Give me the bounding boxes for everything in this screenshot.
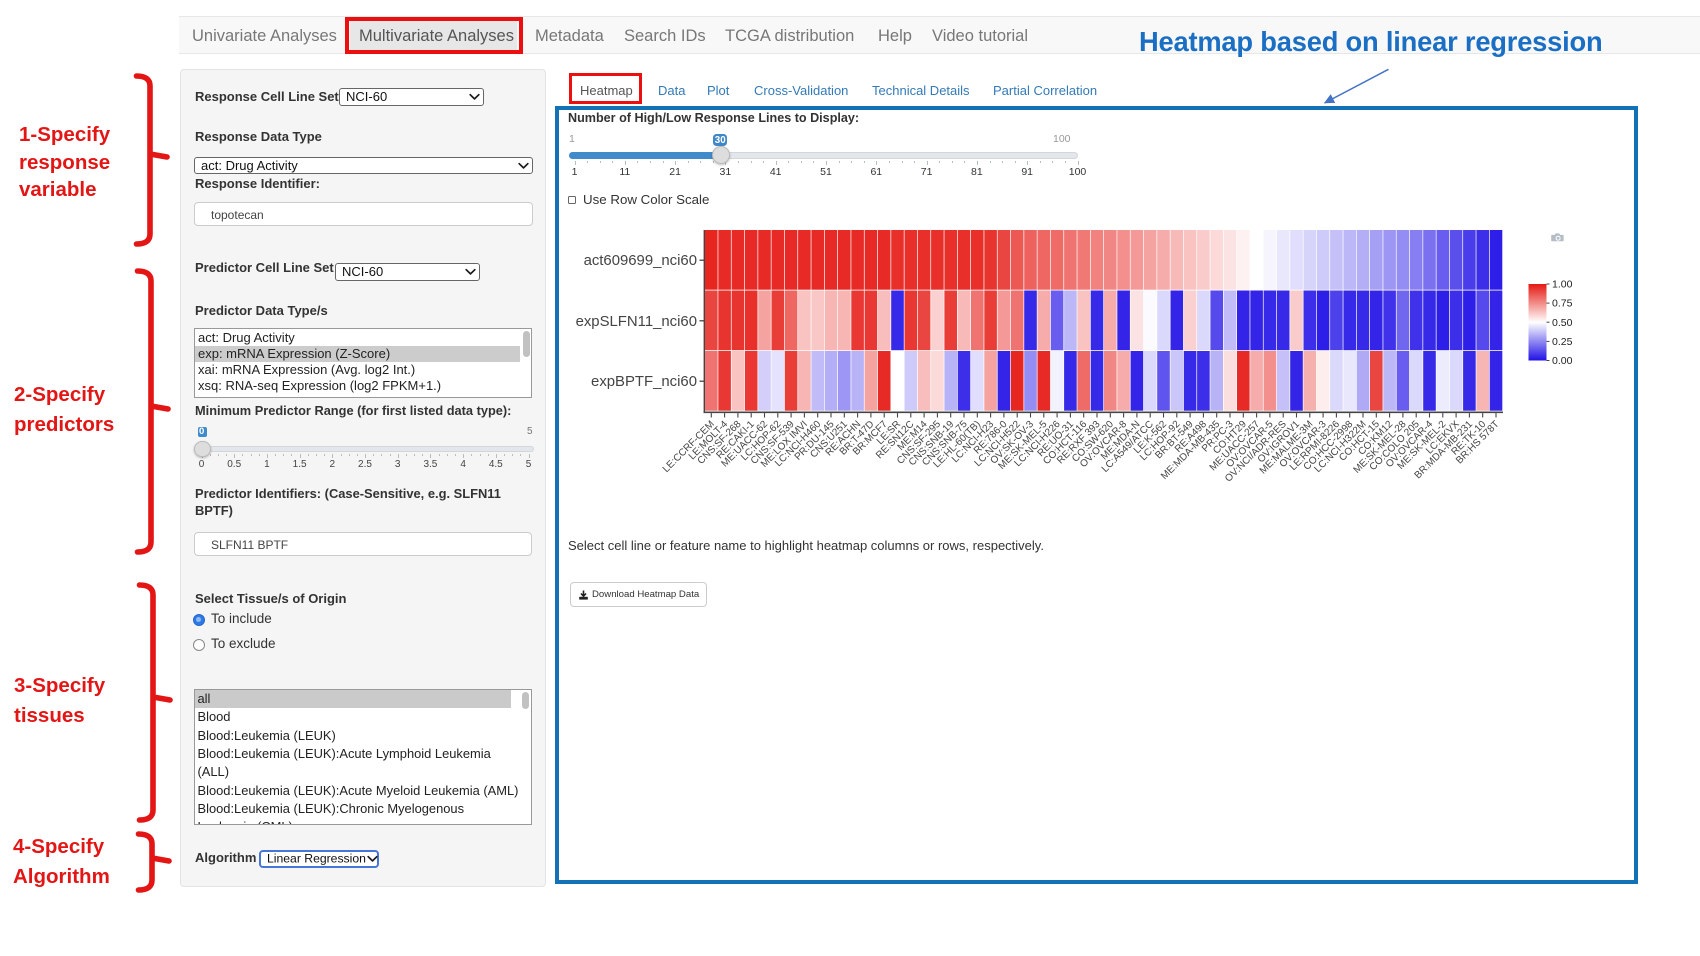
svg-text:expBPTF_nci60: expBPTF_nci60 [591, 374, 697, 390]
svg-text:0.50: 0.50 [1552, 317, 1573, 329]
svg-text:expSLFN11_nci60: expSLFN11_nci60 [576, 314, 697, 330]
svg-text:act609699_nci60: act609699_nci60 [584, 253, 697, 269]
svg-text:0.75: 0.75 [1552, 298, 1573, 310]
svg-text:0.00: 0.00 [1552, 355, 1573, 367]
svg-text:1.00: 1.00 [1552, 279, 1573, 291]
svg-text:0.25: 0.25 [1552, 336, 1573, 348]
